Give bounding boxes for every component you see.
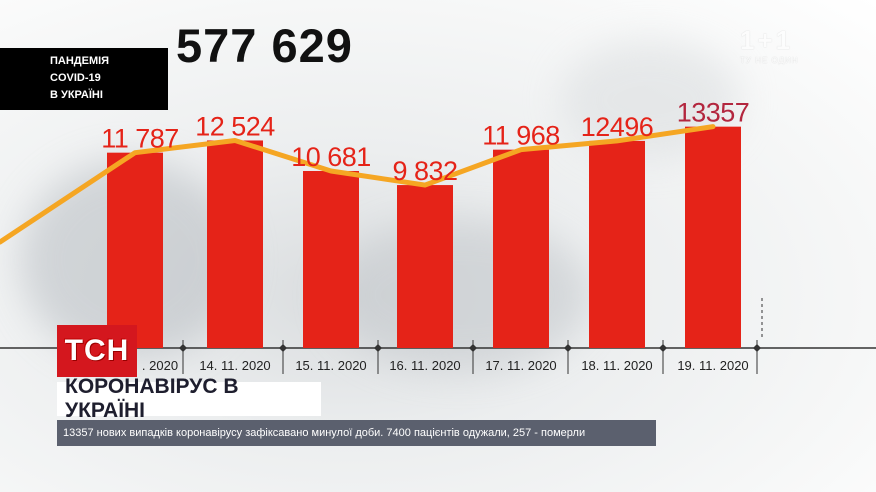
x-tick-label: . 2020 <box>142 358 178 373</box>
bar-value-label: 11 968 <box>482 121 560 151</box>
bar-value-label: 11 787 <box>101 124 179 154</box>
tsn-logo-text: ТСН <box>64 334 130 367</box>
x-tick-label: 19. 11. 2020 <box>677 358 748 373</box>
label-line: В УКРАЇНІ <box>50 89 103 101</box>
label-line: ПАНДЕМІЯ <box>50 55 110 67</box>
label-line: COVID-19 <box>50 72 101 84</box>
axis-marker <box>179 344 187 352</box>
logo-slogan: ТУ НЕ ОДИН <box>740 56 799 65</box>
bar <box>493 149 549 348</box>
headline-banner: КОРОНАВІРУС В УКРАЇНІ <box>57 375 321 422</box>
bar-value-label: 12496 <box>581 112 654 142</box>
bar <box>107 152 163 348</box>
bar <box>685 126 741 348</box>
bar-value-label: 10 681 <box>291 142 371 172</box>
x-tick-label: 17. 11. 2020 <box>485 358 556 373</box>
trend-line <box>0 124 716 245</box>
axis-marker <box>279 344 287 352</box>
channel-logo: 1+1 ТУ НЕ ОДИН <box>740 25 824 75</box>
x-tick-label: 15. 11. 2020 <box>295 358 366 373</box>
logo-text: 1+1 <box>740 25 794 55</box>
bar-value-label: 12 524 <box>195 111 275 141</box>
news-ticker: 13357 нових випадків коронавірусу зафікс… <box>57 420 656 446</box>
pandemic-label: ПАНДЕМІЯ COVID-19 В УКРАЇНІ <box>0 48 168 110</box>
bar <box>589 140 645 348</box>
axis-marker <box>469 344 477 352</box>
ticker-text: 13357 нових випадків коронавірусу зафікс… <box>63 427 586 439</box>
headline-text: КОРОНАВІРУС В УКРАЇНІ <box>65 375 239 422</box>
bar-value-label: 9 832 <box>392 156 457 186</box>
axis-marker <box>753 344 761 352</box>
bar <box>397 185 453 348</box>
bar <box>303 171 359 348</box>
bar-value-label: 13357 <box>677 98 750 128</box>
axis-marker <box>374 344 382 352</box>
total-cases: 577 629 <box>176 19 353 72</box>
x-tick-label: 16. 11. 2020 <box>389 358 460 373</box>
axis-marker <box>564 344 572 352</box>
x-tick-label: 14. 11. 2020 <box>199 358 270 373</box>
bar <box>207 140 263 348</box>
x-tick-label: 18. 11. 2020 <box>581 358 652 373</box>
tsn-logo: ТСН <box>57 325 137 377</box>
axis-marker <box>659 344 667 352</box>
